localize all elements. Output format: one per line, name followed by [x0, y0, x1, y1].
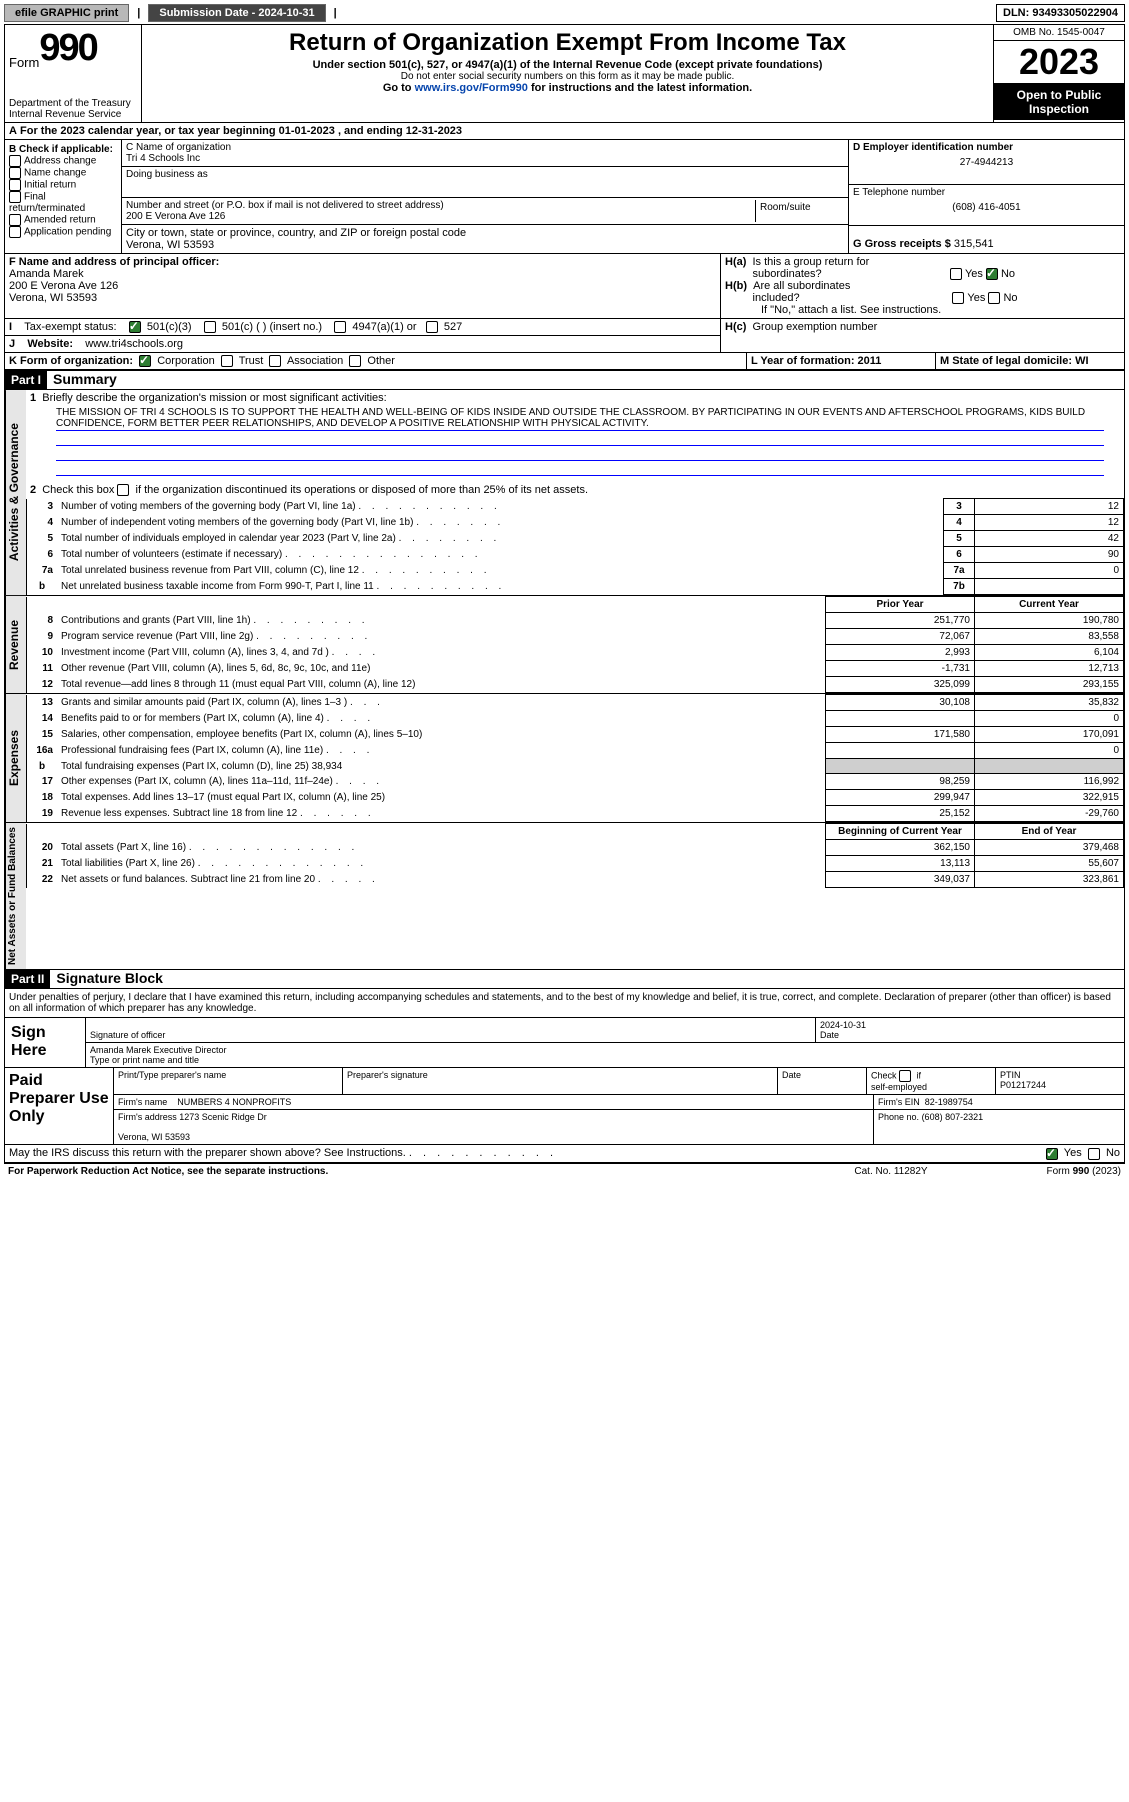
summary-exp: Expenses 13Grants and similar amounts pa… [5, 693, 1124, 822]
b-label: B Check if applicable: [9, 144, 113, 155]
irs-link[interactable]: www.irs.gov/Form990 [415, 82, 528, 94]
org-city: Verona, WI 53593 [126, 239, 214, 251]
form-title: Return of Organization Exempt From Incom… [148, 29, 987, 57]
footer: For Paperwork Reduction Act Notice, see … [4, 1164, 1125, 1179]
officer-sig-name: Amanda Marek Executive Director [90, 1045, 227, 1055]
paid-preparer-block: Paid Preparer Use Only Print/Type prepar… [5, 1068, 1124, 1145]
phone: (608) 416-4051 [853, 198, 1120, 213]
sign-here-block: Sign Here Signature of officer2024-10-31… [5, 1018, 1124, 1068]
ssn-warning: Do not enter social security numbers on … [148, 71, 987, 82]
ein: 27-4944213 [853, 153, 1120, 168]
org-name: Tri 4 Schools Inc [126, 153, 200, 164]
form-number: 990 [39, 27, 96, 70]
top-toolbar: efile GRAPHIC print | Submission Date - … [4, 4, 1125, 22]
form-header: Form990 Department of the TreasuryIntern… [5, 25, 1124, 123]
part-2-header: Part IISignature Block [5, 969, 1124, 989]
dln-label: DLN: 93493305022904 [996, 4, 1125, 22]
section-b-to-g: B Check if applicable: Address change Na… [5, 140, 1124, 254]
501c3-checkbox[interactable] [129, 321, 141, 333]
form-990: Form990 Department of the TreasuryIntern… [4, 24, 1125, 1164]
perjury-text: Under penalties of perjury, I declare th… [5, 989, 1124, 1018]
part-1-header: Part ISummary [5, 370, 1124, 390]
section-f-h: F Name and address of principal officer:… [5, 254, 1124, 319]
summary-net: Net Assets or Fund Balances Beginning of… [5, 822, 1124, 969]
section-k-l-m: K Form of organization: Corporation Trus… [5, 353, 1124, 370]
summary-body: Activities & Governance 1 Briefly descri… [5, 390, 1124, 595]
summary-rev: Revenue Prior YearCurrent Year 8Contribu… [5, 595, 1124, 693]
org-street: 200 E Verona Ave 126 [126, 211, 225, 222]
irs-discuss: May the IRS discuss this return with the… [5, 1145, 1124, 1162]
open-to-public: Open to Public Inspection [994, 84, 1124, 120]
officer-name: Amanda Marek [9, 268, 84, 280]
submission-date-button[interactable]: Submission Date - 2024-10-31 [148, 4, 325, 22]
tax-year: 2023 [994, 41, 1124, 84]
line-a-tax-year: A For the 2023 calendar year, or tax yea… [5, 123, 1124, 140]
discuss-yes-checkbox[interactable] [1046, 1148, 1058, 1160]
mission-text: THE MISSION OF TRI 4 SCHOOLS IS TO SUPPO… [56, 406, 1104, 431]
ptin: P01217244 [1000, 1080, 1046, 1090]
website: www.tri4schools.org [85, 338, 183, 350]
gross-receipts: 315,541 [954, 238, 994, 250]
efile-print-button[interactable]: efile GRAPHIC print [4, 4, 129, 22]
goto-link: Go to www.irs.gov/Form990 for instructio… [148, 82, 987, 94]
summary-table-gov: 3Number of voting members of the governi… [26, 498, 1124, 595]
firm-name: NUMBERS 4 NONPROFITS [177, 1097, 291, 1107]
form-label: Form [9, 55, 39, 70]
dept-treasury: Department of the TreasuryInternal Reven… [9, 98, 137, 120]
form-subtitle: Under section 501(c), 527, or 4947(a)(1)… [148, 59, 987, 71]
gov-label: Activities & Governance [5, 390, 26, 595]
section-i-j: I Tax-exempt status: 501(c)(3) 501(c) ( … [5, 319, 1124, 353]
omb-number: OMB No. 1545-0047 [994, 25, 1124, 41]
